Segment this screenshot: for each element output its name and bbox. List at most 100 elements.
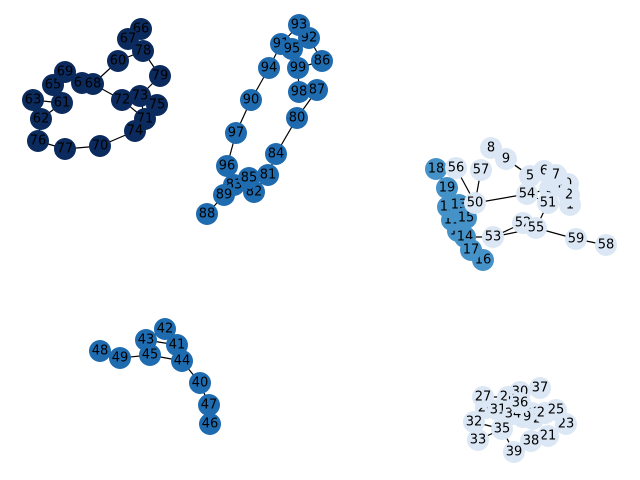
node-62: 62 [30,108,52,130]
node-label-32: 32 [466,415,483,430]
node-label-38: 38 [523,434,540,449]
node-label-39: 39 [506,445,523,460]
node-label-76: 76 [30,134,47,149]
node-25: 25 [545,399,567,421]
node-label-96: 96 [219,159,236,174]
node-70: 70 [89,135,111,157]
node-81: 81 [257,164,279,186]
node-59: 59 [565,228,587,250]
node-84: 84 [265,143,287,165]
node-label-69: 69 [57,65,74,80]
node-label-9: 9 [502,152,510,167]
node-51: 51 [537,192,559,214]
node-40: 40 [189,372,211,394]
node-label-33: 33 [470,433,487,448]
node-label-19: 19 [439,181,456,196]
node-19: 19 [436,177,458,199]
node-label-68: 68 [85,77,102,92]
node-label-51: 51 [540,196,557,211]
node-69: 69 [54,61,76,83]
node-label-8: 8 [487,141,495,156]
node-78: 78 [132,40,154,62]
node-63: 63 [22,89,44,111]
node-label-47: 47 [201,398,218,413]
node-7: 7 [545,164,567,186]
node-label-87: 87 [309,83,326,98]
nodes-layer: 0123456789101112131415161718192021222324… [22,14,617,463]
node-label-40: 40 [192,376,209,391]
node-49: 49 [109,347,131,369]
node-label-78: 78 [135,44,152,59]
node-47: 47 [198,394,220,416]
node-label-55: 55 [528,221,545,236]
node-label-93: 93 [291,18,308,33]
node-75: 75 [146,94,168,116]
node-label-70: 70 [92,139,109,154]
node-label-37: 37 [532,381,549,396]
node-90: 90 [240,89,262,111]
node-label-89: 89 [216,188,233,203]
node-94: 94 [258,57,280,79]
node-label-90: 90 [243,93,260,108]
node-label-88: 88 [199,207,216,222]
node-label-97: 97 [228,126,245,141]
node-label-72: 72 [114,93,131,108]
node-label-80: 80 [289,111,306,126]
node-42: 42 [154,318,176,340]
node-98: 98 [288,81,310,103]
node-label-60: 60 [110,54,127,69]
node-97: 97 [225,122,247,144]
node-60: 60 [107,50,129,72]
node-80: 80 [286,107,308,129]
node-93: 93 [288,14,310,36]
node-35: 35 [491,418,513,440]
node-53: 53 [482,226,504,248]
node-45: 45 [139,344,161,366]
node-label-44: 44 [174,354,191,369]
node-label-62: 62 [33,112,50,127]
node-86: 86 [311,50,333,72]
node-36: 36 [509,392,531,414]
node-44: 44 [171,350,193,372]
node-46: 46 [199,413,221,435]
node-label-75: 75 [149,98,166,113]
node-label-77: 77 [57,142,74,157]
node-39: 39 [503,441,525,463]
node-89: 89 [213,184,235,206]
node-label-94: 94 [261,61,278,76]
node-99: 99 [287,57,309,79]
node-54: 54 [516,183,538,205]
node-label-95: 95 [284,42,301,57]
node-label-56: 56 [448,161,465,176]
node-label-63: 63 [25,93,42,108]
node-label-5: 5 [526,169,534,184]
node-label-45: 45 [142,348,159,363]
node-label-48: 48 [92,344,109,359]
node-55: 55 [525,217,547,239]
node-79: 79 [149,65,171,87]
node-96: 96 [216,155,238,177]
node-33: 33 [467,429,489,451]
node-label-99: 99 [290,61,307,76]
node-48: 48 [89,340,111,362]
node-88: 88 [196,203,218,225]
node-label-42: 42 [157,322,174,337]
node-85: 85 [238,167,260,189]
node-37: 37 [529,377,551,399]
node-label-49: 49 [112,351,129,366]
node-label-36: 36 [512,396,529,411]
node-95: 95 [281,38,303,60]
node-58: 58 [595,234,617,256]
node-label-17: 17 [463,243,480,258]
node-label-58: 58 [598,238,615,253]
node-label-86: 86 [314,54,331,69]
node-50: 50 [464,192,486,214]
node-label-85: 85 [241,171,258,186]
node-label-53: 53 [485,230,502,245]
node-label-35: 35 [494,422,511,437]
node-label-50: 50 [467,196,484,211]
node-label-98: 98 [291,85,308,100]
node-68: 68 [82,73,104,95]
node-label-54: 54 [519,187,536,202]
